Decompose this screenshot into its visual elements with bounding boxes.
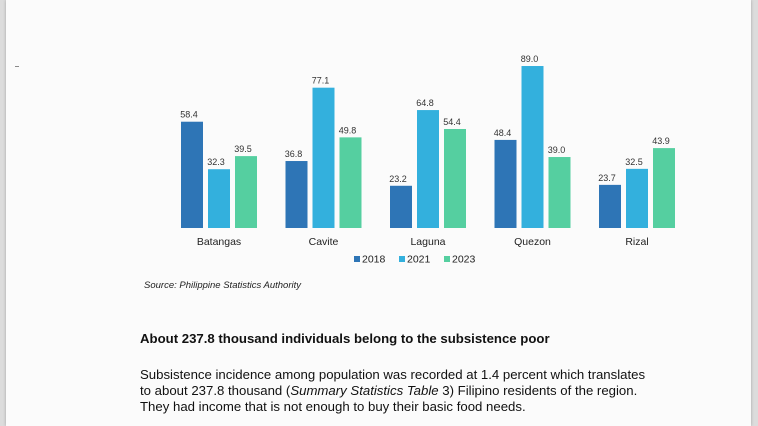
paragraph-line-2-start: to about 237.8 thousand ( bbox=[140, 383, 291, 398]
bar-chart: 58.4 32.3 39.5 Batangas 36.8 77.1 49.8 Cavite 23… bbox=[180, 54, 675, 266]
category-label: Rizal bbox=[625, 236, 648, 248]
bar-rizal-2021 bbox=[626, 168, 648, 228]
value-label: 23.7 bbox=[598, 173, 616, 183]
paragraph-line-3: They had income that is not enough to bu… bbox=[140, 399, 526, 414]
bar-laguna-2021 bbox=[417, 110, 439, 228]
value-label: 32.5 bbox=[625, 157, 643, 167]
legend-swatch-2021 bbox=[399, 256, 405, 262]
category-label: Laguna bbox=[410, 236, 445, 248]
bar-batangas-2018 bbox=[181, 121, 203, 228]
paragraph-line-1: Subsistence incidence among population w… bbox=[140, 367, 646, 382]
value-label: 48.4 bbox=[494, 128, 512, 138]
value-label: 23.2 bbox=[389, 174, 407, 184]
paragraph-line-2: to about 237.8 thousand (Summary Statist… bbox=[140, 383, 720, 399]
bar-laguna-2023 bbox=[444, 128, 466, 228]
legend-label-2021: 2021 bbox=[407, 254, 431, 266]
margin-mark bbox=[15, 66, 19, 67]
category-label: Quezon bbox=[514, 236, 551, 248]
legend-swatch-2023 bbox=[444, 256, 450, 262]
value-label: 58.4 bbox=[180, 110, 198, 120]
bar-cavite-2018 bbox=[285, 161, 308, 228]
chart-source: Source: Philippine Statistics Authority bbox=[144, 280, 302, 291]
category-label: Batangas bbox=[197, 236, 241, 248]
bar-quezon-2018 bbox=[494, 139, 517, 228]
legend-swatch-2018 bbox=[354, 256, 360, 262]
value-label: 39.5 bbox=[234, 144, 252, 154]
bar-cavite-2023 bbox=[339, 137, 362, 228]
value-label: 64.8 bbox=[416, 98, 434, 108]
value-label: 36.8 bbox=[285, 149, 303, 159]
bar-cavite-2021 bbox=[312, 87, 335, 228]
value-label: 32.3 bbox=[207, 157, 225, 167]
value-label: 77.1 bbox=[312, 76, 330, 86]
section-heading: About 237.8 thousand individuals belong … bbox=[140, 331, 550, 346]
bar-batangas-2023 bbox=[235, 156, 257, 228]
category-label: Cavite bbox=[309, 236, 339, 248]
legend-label-2023: 2023 bbox=[452, 254, 476, 266]
legend-label-2018: 2018 bbox=[362, 254, 386, 266]
value-label: 39.0 bbox=[548, 145, 566, 155]
paragraph-line-2-end: 3) Filipino residents of the region. bbox=[438, 383, 638, 398]
bar-laguna-2018 bbox=[390, 185, 412, 228]
value-label: 43.9 bbox=[652, 136, 670, 146]
table-reference: Summary Statistics Table bbox=[290, 383, 439, 398]
value-label: 89.0 bbox=[521, 54, 539, 64]
body-paragraph: Subsistence incidence among population w… bbox=[140, 367, 720, 415]
bar-quezon-2023 bbox=[548, 157, 571, 228]
bar-quezon-2021 bbox=[521, 66, 544, 229]
bar-rizal-2023 bbox=[653, 148, 675, 228]
value-label: 54.4 bbox=[443, 117, 461, 127]
bar-batangas-2021 bbox=[208, 169, 230, 228]
bar-rizal-2018 bbox=[599, 184, 621, 228]
value-label: 49.8 bbox=[339, 125, 357, 135]
